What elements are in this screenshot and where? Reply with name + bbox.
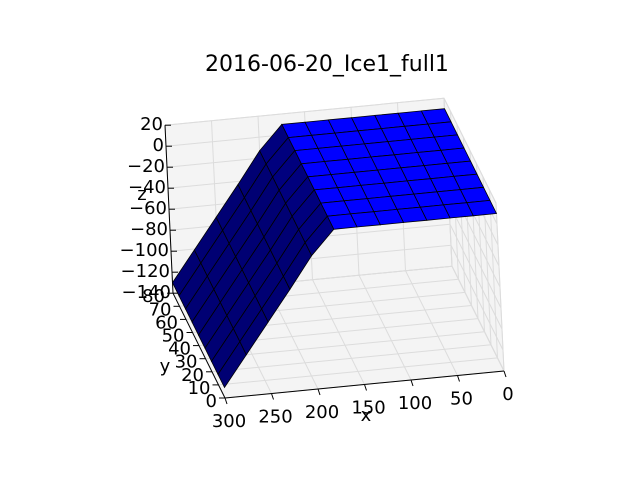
z-tick-label: 0 [153, 135, 164, 156]
y-tick-label: 60 [155, 312, 178, 333]
x-tick [457, 375, 460, 382]
axis-line [224, 370, 505, 399]
x-tick-label: 250 [258, 407, 292, 428]
grid-line [449, 223, 503, 330]
x-tick [317, 388, 321, 396]
z-tick-label: −40 [128, 177, 166, 198]
y-tick-label: 70 [149, 299, 172, 320]
x-tick [410, 379, 414, 387]
grid-line [218, 357, 498, 386]
x-tick-label: 150 [351, 398, 385, 419]
z-axis-label: z [137, 184, 146, 205]
grid-line [450, 244, 504, 351]
y-tick-label: 50 [162, 326, 185, 347]
z-tick-label: −100 [120, 240, 169, 261]
grid-line [448, 202, 502, 309]
chart-title: 2016-06-20_Ice1_full1 [205, 52, 449, 77]
grid-line [164, 97, 445, 126]
x-tick [503, 370, 507, 378]
axis-line [172, 292, 226, 399]
x-tick-label: 100 [398, 393, 432, 414]
y-axis-label: y [160, 356, 171, 377]
z-tick-label: −80 [130, 219, 168, 240]
y-tick-label: 0 [206, 391, 217, 412]
z-tick-label: −120 [121, 261, 170, 282]
y-tick-label: 30 [175, 352, 198, 373]
x-axis-label: x [361, 405, 372, 426]
x-tick [364, 384, 367, 391]
z-tick-label: −20 [127, 156, 165, 177]
z-tick-label: −140 [122, 282, 171, 303]
y-tick-label: 80 [142, 286, 165, 307]
x-tick [224, 397, 228, 405]
x-tick-label: 50 [450, 389, 473, 410]
grid-line [451, 265, 505, 372]
grid-line [205, 331, 485, 360]
x-tick-label: 200 [305, 402, 339, 423]
x-tick-label: 300 [212, 411, 246, 432]
surface-facet [217, 340, 247, 389]
z-tick-label: −60 [129, 198, 167, 219]
y-tick-label: 10 [188, 378, 211, 399]
axis-line [164, 125, 174, 294]
x-tick [271, 393, 274, 400]
y-tick-label: 40 [168, 339, 191, 360]
z-tick-label: 20 [140, 114, 163, 135]
x-tick-label: 0 [502, 384, 513, 405]
grid-line [211, 344, 492, 373]
y-tick-label: 20 [181, 365, 204, 386]
grid-line [443, 97, 497, 204]
